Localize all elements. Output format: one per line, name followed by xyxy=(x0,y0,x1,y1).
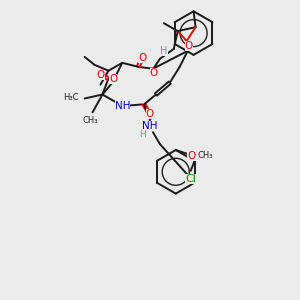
Text: O: O xyxy=(109,74,118,84)
Text: H₃C: H₃C xyxy=(63,93,79,102)
Text: CH₃: CH₃ xyxy=(198,152,213,160)
Text: CH₃: CH₃ xyxy=(83,116,98,125)
Text: O: O xyxy=(138,53,146,63)
Text: NH: NH xyxy=(142,121,158,131)
Text: H: H xyxy=(139,130,145,139)
Text: O: O xyxy=(146,109,154,119)
Text: Cl: Cl xyxy=(185,174,196,184)
Text: O: O xyxy=(184,41,193,51)
Text: H: H xyxy=(160,46,168,56)
Text: O: O xyxy=(188,151,196,161)
Text: O: O xyxy=(150,68,158,78)
Text: NH: NH xyxy=(115,101,130,111)
Text: O: O xyxy=(96,70,105,80)
